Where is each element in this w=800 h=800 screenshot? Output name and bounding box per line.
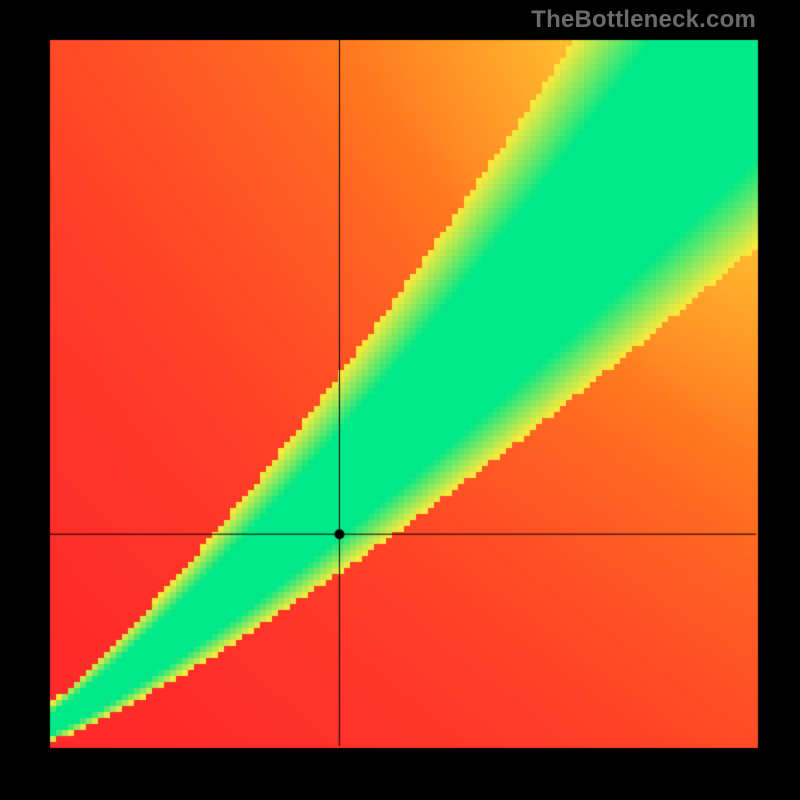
heatmap-canvas (0, 0, 800, 800)
watermark-label: TheBottleneck.com (531, 6, 756, 34)
chart-container: TheBottleneck.com (0, 0, 800, 800)
